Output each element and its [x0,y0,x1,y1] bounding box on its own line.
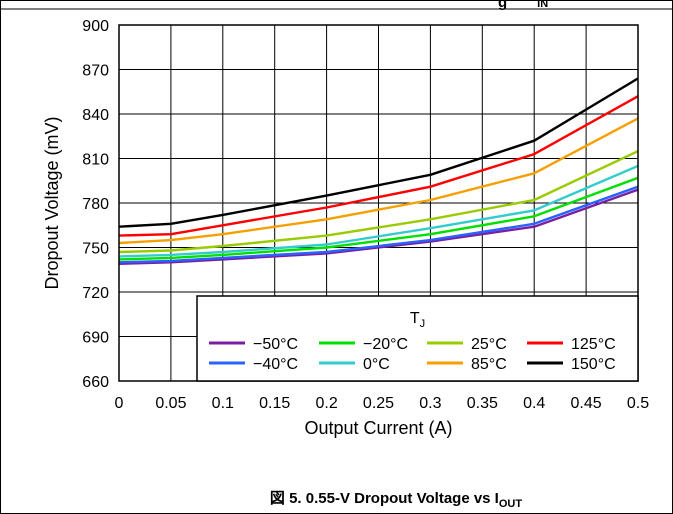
legend-entry: −50°C [253,336,298,353]
y-tick-label: 780 [82,196,109,213]
series-line [118,185,639,264]
y-tick-label: 720 [82,285,109,302]
y-tick-label: 690 [82,330,109,347]
y-tick-label: 810 [82,152,109,169]
x-tick-label: 0.5 [627,395,649,412]
legend-entry: −40°C [253,356,298,373]
x-tick-label: 0.45 [571,395,602,412]
header-partial-subscript: IN [537,0,548,10]
x-tick-label: 0.4 [523,395,545,412]
series-line [118,117,639,245]
x-tick-label: 0.3 [419,395,441,412]
y-tick-label: 750 [82,241,109,258]
series-line [118,176,639,261]
legend-title-sub: J [420,318,426,330]
caption-subscript: OUT [499,498,523,510]
legend-entry: 85°C [471,356,507,373]
legend-entry: 150°C [571,356,616,373]
y-tick-label: 840 [82,107,109,124]
y-tick-label: 660 [82,374,109,391]
caption-prefix: 図 5. 0.55-V Dropout Voltage vs I [270,490,499,507]
legend-entry: 125°C [571,336,616,353]
legend-entry: 0°C [363,356,390,373]
y-axis-label: Dropout Voltage (mV) [42,116,62,289]
x-tick-label: 0.05 [155,395,186,412]
x-axis-label: Output Current (A) [304,418,452,438]
x-tick-label: 0.25 [363,395,394,412]
x-tick-label: 0.35 [467,395,498,412]
legend-entry: 25°C [471,336,507,353]
header-partial-text: g [498,0,507,11]
series-line [118,95,639,237]
legend-title-main: T [410,310,420,327]
x-tick-label: 0.2 [315,395,337,412]
y-tick-label: 900 [82,18,109,35]
plot-area: 0 0.05 0.1 0.15 0.2 0.25 0.3 0.35 0.4 0.45 0.5 900 8… [42,18,649,438]
series-line [118,164,639,258]
figure-caption: 図 5. 0.55-V Dropout Voltage vs IOUT [270,490,522,510]
legend-title: TJ [410,310,425,330]
x-tick-label: 0.1 [212,395,234,412]
series-line [118,77,639,228]
x-tick-label: 0.15 [259,395,290,412]
legend-entry: −20°C [363,336,408,353]
series-line [118,150,639,254]
y-tick-label: 870 [82,63,109,80]
legend-box [196,295,639,382]
header-partial-title: g IN [498,0,548,11]
series-line [118,188,639,265]
x-tick-label: 0 [115,395,124,412]
